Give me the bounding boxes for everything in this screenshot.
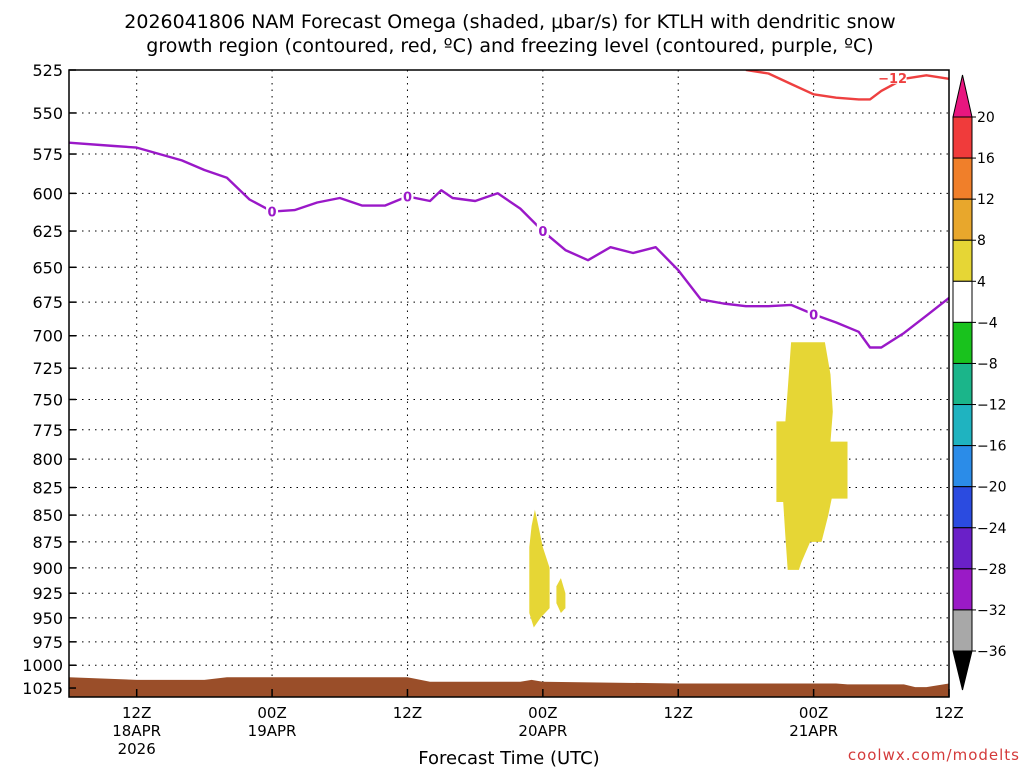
terrain-surface [69, 677, 949, 697]
ytick-label-800: 800 [32, 450, 63, 469]
ytick-label-975: 975 [32, 633, 63, 652]
ytick-label-700: 700 [32, 327, 63, 346]
fl-label-bg-3 [807, 306, 820, 321]
colorbar-label-1: 16 [977, 151, 995, 167]
colorbar-segment-11 [952, 568, 973, 611]
colorbar-segment-10 [952, 527, 973, 570]
dgz-label-bg [876, 69, 907, 84]
colorbar-label-13: −36 [977, 644, 1007, 660]
chart-title-line-2: growth region (contoured, red, ºC) and f… [146, 35, 873, 57]
xtick-label-3: 00Z [528, 704, 557, 722]
x-axis-title: Forecast Time (UTC) [418, 748, 599, 768]
colorbar-label-8: −16 [977, 439, 1007, 455]
colorbar-top-arrow [952, 74, 973, 118]
colorbar-segment-3 [952, 239, 973, 282]
ytick-label-650: 650 [32, 258, 63, 277]
ytick-label-875: 875 [32, 533, 63, 552]
xtick-date-0: 18APR [112, 722, 161, 740]
xtick-date-5: 21APR [789, 722, 838, 740]
ytick-label-675: 675 [32, 293, 63, 312]
ytick-label-950: 950 [32, 609, 63, 628]
ytick-label-525: 525 [32, 61, 63, 80]
colorbar-segment-0 [952, 116, 973, 159]
y-axis-pressure-labels: 525 550 575 600 625 650 675 700 725 750 775 800 825 8… [22, 61, 76, 698]
credit-text: coolwx.com/modelts [848, 746, 1020, 764]
omega-cell-1 [529, 509, 550, 628]
vertical-gridlines [136, 70, 950, 697]
colorbar-bottom-arrow [952, 650, 973, 691]
dgz-contour-label: −12 [878, 72, 907, 87]
ytick-label-900: 900 [32, 559, 63, 578]
colorbar-label-9: −20 [977, 480, 1007, 496]
ytick-label-925: 925 [32, 584, 63, 603]
freezing-level-label-3: 0 [809, 308, 818, 323]
colorbar-segment-5 [952, 321, 973, 364]
colorbar-label-7: −12 [977, 398, 1007, 414]
fl-label-bg-1 [401, 188, 414, 203]
ytick-label-825: 825 [32, 479, 63, 498]
plot-area: 0 0 0 0 −12 [68, 69, 950, 698]
freezing-level-label-1: 0 [403, 190, 412, 205]
colorbar-segment-9 [952, 486, 973, 529]
ytick-label-575: 575 [32, 145, 63, 164]
colorbar-segment-12 [952, 609, 973, 652]
freezing-level-label-2: 0 [538, 225, 547, 240]
colorbar-label-4: 4 [977, 274, 986, 290]
colorbar-segment-7 [952, 404, 973, 447]
ytick-label-625: 625 [32, 222, 63, 241]
omega-shading [529, 342, 848, 628]
dgz-contour [745, 70, 949, 101]
ytick-label-725: 725 [32, 359, 63, 378]
xtick-label-0: 12Z [122, 704, 151, 722]
contours: 0 0 0 0 −12 [69, 69, 949, 349]
colorbar-label-11: −28 [977, 562, 1007, 578]
ytick-label-600: 600 [32, 184, 63, 203]
colorbar-label-10: −24 [977, 521, 1007, 537]
omega-cell-2 [556, 578, 566, 613]
xtick-year-0: 2026 [118, 740, 156, 758]
terrain-fill [69, 677, 949, 697]
xtick-label-1: 00Z [257, 704, 286, 722]
fl-label-bg-2 [536, 223, 549, 238]
colorbar-label-2: 12 [977, 192, 995, 208]
colorbar: 20 16 12 8 4 −4 −8 −12 −16 −20 −24 −28 −32 −36 [952, 74, 1007, 691]
colorbar-label-3: 8 [977, 233, 986, 249]
xtick-date-3: 20APR [518, 722, 567, 740]
omega-cell-3 [776, 342, 848, 570]
ytick-label-750: 750 [32, 390, 63, 409]
colorbar-label-0: 20 [977, 110, 995, 126]
xtick-label-4: 12Z [664, 704, 693, 722]
colorbar-label-12: −32 [977, 603, 1007, 619]
colorbar-label-6: −8 [977, 356, 998, 372]
xtick-label-2: 12Z [393, 704, 422, 722]
fl-label-bg-0 [266, 203, 279, 218]
colorbar-segment-4 [952, 280, 973, 323]
xtick-label-6: 12Z [934, 704, 963, 722]
freezing-level-label-0: 0 [268, 206, 277, 221]
xtick-date-1: 19APR [248, 722, 297, 740]
chart-title-line-1: 2026041806 NAM Forecast Omega (shaded, μ… [124, 11, 895, 33]
colorbar-segment-8 [952, 445, 973, 488]
ytick-label-850: 850 [32, 506, 63, 525]
colorbar-segment-1 [952, 157, 973, 200]
ytick-label-550: 550 [32, 104, 63, 123]
ytick-label-775: 775 [32, 421, 63, 440]
xtick-label-5: 00Z [799, 704, 828, 722]
colorbar-label-5: −4 [977, 315, 998, 331]
colorbar-segment-6 [952, 362, 973, 406]
freezing-level-contour [69, 141, 949, 349]
colorbar-segment-2 [952, 198, 973, 241]
ytick-label-1000: 1000 [22, 656, 63, 675]
ytick-label-1025: 1025 [22, 679, 63, 698]
plot-frame [68, 69, 950, 698]
